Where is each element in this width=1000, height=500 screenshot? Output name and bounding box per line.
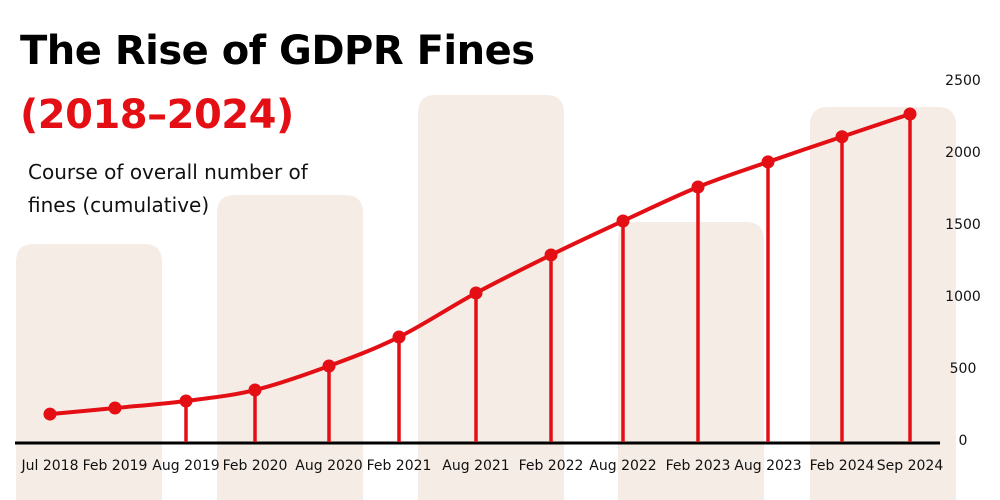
data-point [392,330,406,344]
chart-title: The Rise of GDPR Fines [20,28,535,74]
y-tick-label: 1000 [945,289,981,305]
y-tick-label: 2000 [945,145,981,161]
x-tick-label: Aug 2022 [589,458,656,474]
x-tick-label: Sep 2024 [877,458,944,474]
chart-description: Course of overall number of fines (cumul… [28,160,308,217]
data-point [691,180,705,194]
x-tick-label: Aug 2019 [152,458,219,474]
data-point [544,248,558,262]
y-tick-label: 500 [950,361,977,377]
data-point [43,407,57,421]
y-tick-label: 2500 [945,73,981,89]
data-point [616,214,630,228]
x-tick-label: Feb 2023 [666,458,731,474]
data-point [761,155,775,169]
data-point [903,107,917,121]
data-point [835,130,849,144]
y-tick-label: 0 [959,433,968,449]
background-bar [418,95,564,500]
x-tick-label: Feb 2022 [519,458,584,474]
x-tick-label: Aug 2021 [442,458,509,474]
x-tick-label: Feb 2024 [810,458,875,474]
data-point [469,286,483,300]
x-tick-label: Feb 2020 [223,458,288,474]
chart-subtitle: (2018–2024) [20,92,294,138]
x-tick-label: Jul 2018 [21,458,79,474]
x-tick-label: Aug 2020 [295,458,362,474]
background-bar [217,195,363,500]
y-tick-label: 1500 [945,217,981,233]
data-point [179,394,193,408]
x-tick-label: Feb 2019 [83,458,148,474]
data-point [108,401,122,415]
background-bar [16,244,162,500]
data-point [248,383,262,397]
x-tick-label: Feb 2021 [367,458,432,474]
data-point [322,359,336,373]
x-tick-label: Aug 2023 [734,458,801,474]
background-bar [618,222,764,500]
background-bar [810,107,956,500]
